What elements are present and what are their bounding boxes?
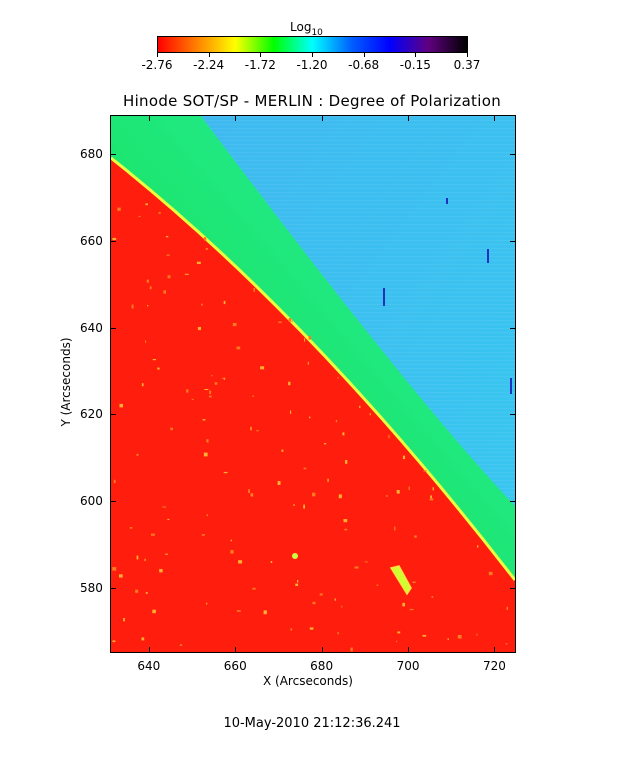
y-tick-label: 620 <box>80 407 103 422</box>
x-tick <box>494 115 496 121</box>
colorbar-tick <box>363 53 365 57</box>
x-tick <box>148 647 150 653</box>
detector-marks <box>383 198 512 394</box>
x-tick-label: 700 <box>396 659 420 673</box>
y-tick <box>110 327 116 329</box>
x-tick <box>408 115 410 121</box>
colorbar-tick-label: -2.24 <box>193 58 225 72</box>
colorbar-tick <box>208 53 210 57</box>
y-tick <box>110 414 116 416</box>
y-tick <box>110 154 116 156</box>
colorbar-tick <box>260 53 262 57</box>
y-tick <box>510 154 516 156</box>
y-tick <box>510 240 516 242</box>
x-tick <box>148 115 150 121</box>
colorbar-tick <box>157 53 158 57</box>
y-tick-label: 600 <box>80 494 103 509</box>
y-tick <box>510 327 516 329</box>
colorbar-tick <box>415 53 417 57</box>
y-tick-label: 640 <box>80 320 103 335</box>
colorbar-tick-label: -1.20 <box>296 58 328 72</box>
colorbar-tick-label: -2.76 <box>141 58 173 72</box>
y-tick-label: 680 <box>80 147 103 162</box>
x-tick <box>235 115 237 121</box>
x-tick <box>235 647 237 653</box>
x-tick-label: 720 <box>482 659 506 673</box>
colorbar <box>157 36 468 53</box>
colorbar-tick-label: -0.68 <box>348 58 380 72</box>
disk-speckles <box>112 203 508 652</box>
timestamp: 10-May-2010 21:12:36.241 <box>223 716 401 731</box>
x-tick <box>408 647 410 653</box>
x-tick-label: 640 <box>137 659 161 673</box>
colorbar-tick-label: 0.37 <box>453 58 481 72</box>
y-tick <box>510 501 516 503</box>
x-tick-label: 660 <box>223 659 247 673</box>
colorbar-tick-label: -0.15 <box>399 58 431 72</box>
colorbar-tick <box>312 53 313 57</box>
y-tick-label: 660 <box>80 233 103 248</box>
colorbar-title: Log10 <box>290 20 323 38</box>
x-tick <box>321 115 323 121</box>
colorbar-tick-label: -1.72 <box>244 58 276 72</box>
y-tick <box>510 414 516 416</box>
y-axis-label: Y (Arcseconds) <box>59 337 73 427</box>
solar-disk <box>111 158 515 652</box>
x-axis-label: X (Arcseconds) <box>263 674 353 688</box>
y-tick <box>110 240 116 242</box>
x-tick <box>321 647 323 653</box>
bright-point <box>292 553 298 559</box>
y-tick <box>510 587 516 589</box>
limb-edge <box>111 156 515 581</box>
plot-title: Hinode SOT/SP - MERLIN : Degree of Polar… <box>122 92 501 110</box>
y-tick <box>110 501 116 503</box>
y-tick-label: 580 <box>80 580 103 595</box>
y-tick <box>110 587 116 589</box>
x-tick-label: 680 <box>310 659 334 673</box>
bright-feature <box>389 565 412 596</box>
polarization-image <box>110 115 516 653</box>
x-tick <box>494 647 496 653</box>
colorbar-tick <box>467 53 468 57</box>
